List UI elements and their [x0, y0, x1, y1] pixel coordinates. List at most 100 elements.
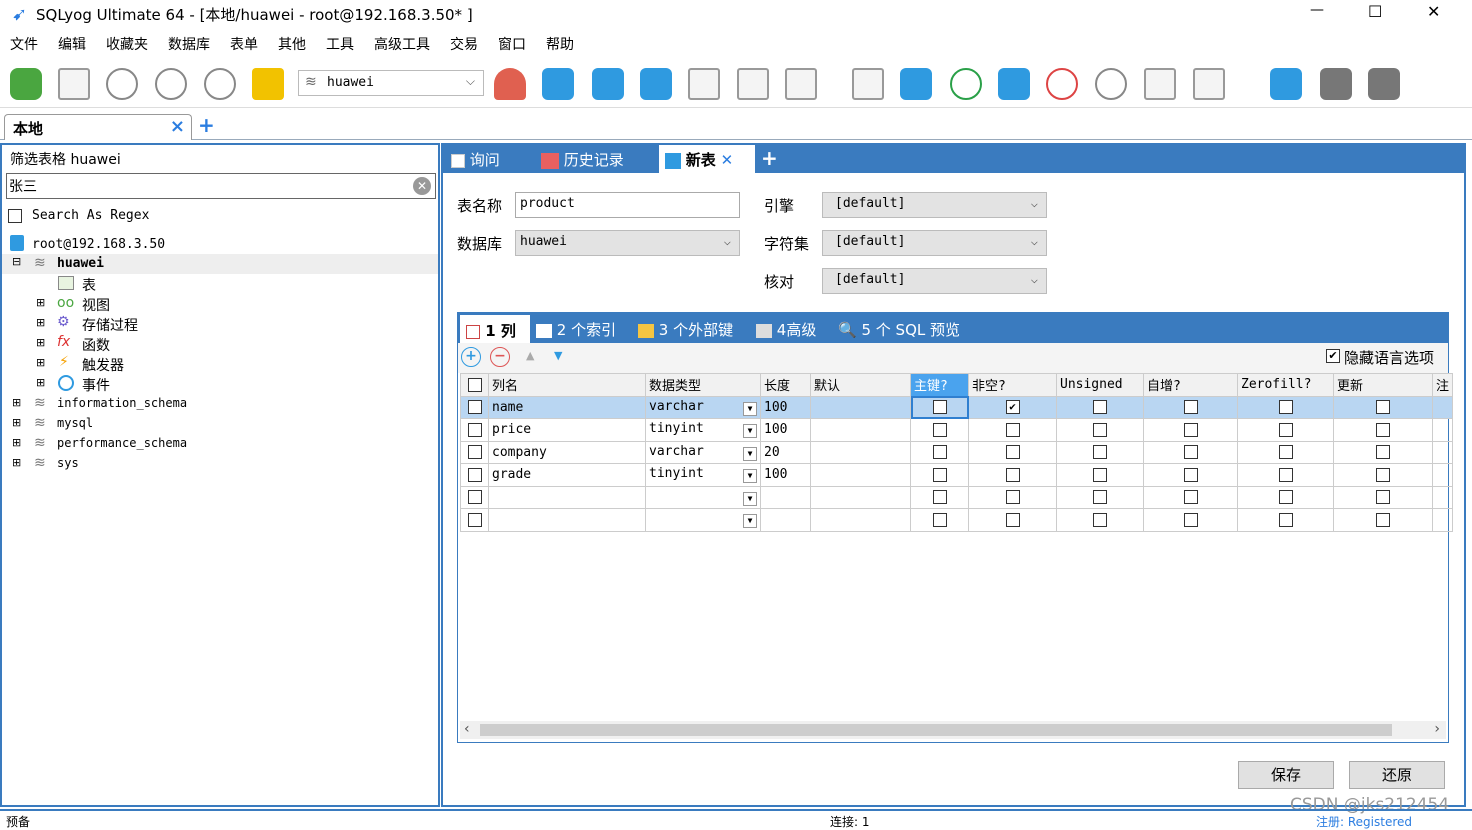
- auto-increment-checkbox[interactable]: [1143, 395, 1238, 419]
- menu-other[interactable]: 其他: [278, 37, 306, 53]
- unsigned-checkbox[interactable]: [1056, 395, 1144, 419]
- tree-server[interactable]: root@192.168.3.50: [32, 237, 166, 252]
- tree-views[interactable]: 视图: [82, 298, 110, 314]
- dropdown-arrow-icon[interactable]: ▼: [743, 469, 757, 484]
- new-query-icon[interactable]: [58, 68, 90, 100]
- zerofill-checkbox[interactable]: [1237, 463, 1334, 487]
- header-unsigned[interactable]: Unsigned: [1056, 373, 1144, 397]
- db-migrate-icon[interactable]: [1368, 68, 1400, 100]
- compare-icon[interactable]: [1193, 68, 1225, 100]
- auto-increment-checkbox[interactable]: [1143, 485, 1238, 509]
- column-name-cell[interactable]: company: [488, 440, 646, 464]
- dropdown-arrow-icon[interactable]: ▼: [743, 514, 757, 529]
- tab-new-table[interactable]: 新表 ✕: [659, 145, 755, 173]
- data-type-cell[interactable]: tinyint ▼: [645, 463, 761, 487]
- sub-tab-sql-preview[interactable]: 🔍 5 个 SQL 预览: [838, 321, 961, 339]
- not-null-checkbox[interactable]: [968, 463, 1057, 487]
- tab-query[interactable]: 询问: [451, 149, 500, 170]
- column-name-cell[interactable]: [488, 508, 646, 532]
- clear-filter-icon[interactable]: ✕: [413, 177, 431, 195]
- menu-window[interactable]: 窗口: [498, 37, 526, 53]
- unsigned-checkbox[interactable]: [1056, 508, 1144, 532]
- menu-tools[interactable]: 工具: [326, 37, 354, 53]
- on-update-checkbox[interactable]: [1333, 395, 1433, 419]
- row-select-checkbox[interactable]: [460, 508, 489, 532]
- menu-file[interactable]: 文件: [10, 37, 38, 53]
- tree-db-row[interactable]: ⊟ ≋ huawei: [2, 254, 438, 274]
- db-copy-icon[interactable]: [998, 68, 1030, 100]
- sub-tab-advanced[interactable]: 4高级: [756, 319, 816, 340]
- table-row[interactable]: price tinyint ▼ 100: [460, 418, 1454, 442]
- not-null-checkbox[interactable]: ✔: [968, 395, 1057, 419]
- comment-cell[interactable]: [1431, 395, 1454, 419]
- expand-icon[interactable]: ⊞: [36, 296, 46, 309]
- default-cell[interactable]: [810, 485, 911, 509]
- zerofill-checkbox[interactable]: [1237, 508, 1334, 532]
- comment-cell[interactable]: [1431, 508, 1454, 532]
- remove-row-icon[interactable]: −: [490, 347, 510, 367]
- header-comment[interactable]: 注: [1431, 373, 1454, 397]
- save-button[interactable]: 保存: [1238, 761, 1334, 789]
- table-data-icon[interactable]: [785, 68, 817, 100]
- collation-dropdown[interactable]: [default] ⌵: [822, 268, 1047, 294]
- column-name-cell[interactable]: name: [488, 395, 646, 419]
- tree-functions[interactable]: 函数: [82, 338, 110, 354]
- length-cell[interactable]: 100: [760, 418, 811, 442]
- header-primary-key[interactable]: 主键?: [910, 373, 969, 397]
- scroll-left-icon[interactable]: ‹: [464, 721, 470, 737]
- row-select-checkbox[interactable]: [460, 485, 489, 509]
- not-null-checkbox[interactable]: [968, 418, 1057, 442]
- revert-button[interactable]: 还原: [1349, 761, 1445, 789]
- sub-tab-indexes[interactable]: 2 个索引: [536, 319, 616, 340]
- not-null-checkbox[interactable]: [968, 508, 1057, 532]
- header-on-update[interactable]: 更新: [1333, 373, 1433, 397]
- database-dropdown[interactable]: huawei ⌵: [515, 230, 740, 256]
- regex-checkbox[interactable]: [8, 209, 22, 223]
- execute-edit-icon[interactable]: [204, 68, 236, 100]
- comment-cell[interactable]: [1431, 463, 1454, 487]
- expand-icon[interactable]: ⊞: [12, 396, 22, 409]
- table-row[interactable]: ▼: [460, 508, 1454, 532]
- move-down-icon[interactable]: ▼: [554, 349, 563, 362]
- header-default[interactable]: 默认: [810, 373, 911, 397]
- expand-icon[interactable]: ⊞: [12, 416, 22, 429]
- add-tab-button[interactable]: +: [761, 146, 778, 170]
- tree-procedures[interactable]: 存储过程: [82, 318, 138, 334]
- header-column-name[interactable]: 列名: [488, 373, 646, 397]
- primary-key-checkbox[interactable]: [910, 395, 969, 419]
- close-button[interactable]: ✕: [1427, 2, 1441, 21]
- schema-designer-icon[interactable]: [252, 68, 284, 100]
- select-all-checkbox[interactable]: [460, 373, 489, 397]
- default-cell[interactable]: [810, 395, 911, 419]
- dropdown-arrow-icon[interactable]: ▼: [743, 491, 757, 506]
- menu-advanced-tools[interactable]: 高级工具: [374, 37, 430, 53]
- tree-tables[interactable]: 表: [82, 278, 96, 294]
- on-update-checkbox[interactable]: [1333, 485, 1433, 509]
- sub-tab-foreign-keys[interactable]: 3 个外部键: [638, 319, 733, 340]
- not-null-checkbox[interactable]: [968, 485, 1057, 509]
- table-row[interactable]: name varchar ▼ 100 ✔: [460, 395, 1454, 419]
- header-data-type[interactable]: 数据类型: [645, 373, 761, 397]
- import-icon[interactable]: [640, 68, 672, 100]
- expand-icon[interactable]: ⊞: [36, 336, 46, 349]
- engine-dropdown[interactable]: [default] ⌵: [822, 192, 1047, 218]
- expand-icon[interactable]: ⊞: [12, 436, 22, 449]
- job-icon[interactable]: [1095, 68, 1127, 100]
- execute-icon[interactable]: [106, 68, 138, 100]
- on-update-checkbox[interactable]: [1333, 440, 1433, 464]
- maximize-button[interactable]: ☐: [1368, 2, 1383, 21]
- menu-database[interactable]: 数据库: [168, 37, 210, 53]
- length-cell[interactable]: [760, 508, 811, 532]
- charset-dropdown[interactable]: [default] ⌵: [822, 230, 1047, 256]
- unsigned-checkbox[interactable]: [1056, 440, 1144, 464]
- default-cell[interactable]: [810, 463, 911, 487]
- filter-input[interactable]: 张三 ✕: [6, 173, 436, 199]
- zerofill-checkbox[interactable]: [1237, 485, 1334, 509]
- zerofill-checkbox[interactable]: [1237, 418, 1334, 442]
- row-select-checkbox[interactable]: [460, 440, 489, 464]
- auto-increment-checkbox[interactable]: [1143, 508, 1238, 532]
- data-type-cell[interactable]: varchar ▼: [645, 440, 761, 464]
- length-cell[interactable]: 20: [760, 440, 811, 464]
- column-name-cell[interactable]: [488, 485, 646, 509]
- hide-language-checkbox[interactable]: ✔: [1326, 349, 1340, 363]
